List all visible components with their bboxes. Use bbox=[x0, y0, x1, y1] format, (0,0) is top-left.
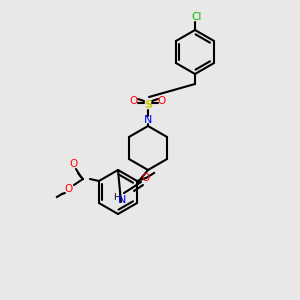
Text: O: O bbox=[70, 159, 78, 169]
Text: N: N bbox=[118, 195, 126, 205]
Text: S: S bbox=[144, 100, 152, 110]
Text: O: O bbox=[130, 96, 138, 106]
Text: Cl: Cl bbox=[192, 12, 202, 22]
Text: H: H bbox=[112, 194, 119, 202]
Text: N: N bbox=[144, 115, 152, 125]
Text: O: O bbox=[158, 96, 166, 106]
Text: O: O bbox=[142, 173, 150, 183]
Text: O: O bbox=[65, 184, 73, 194]
